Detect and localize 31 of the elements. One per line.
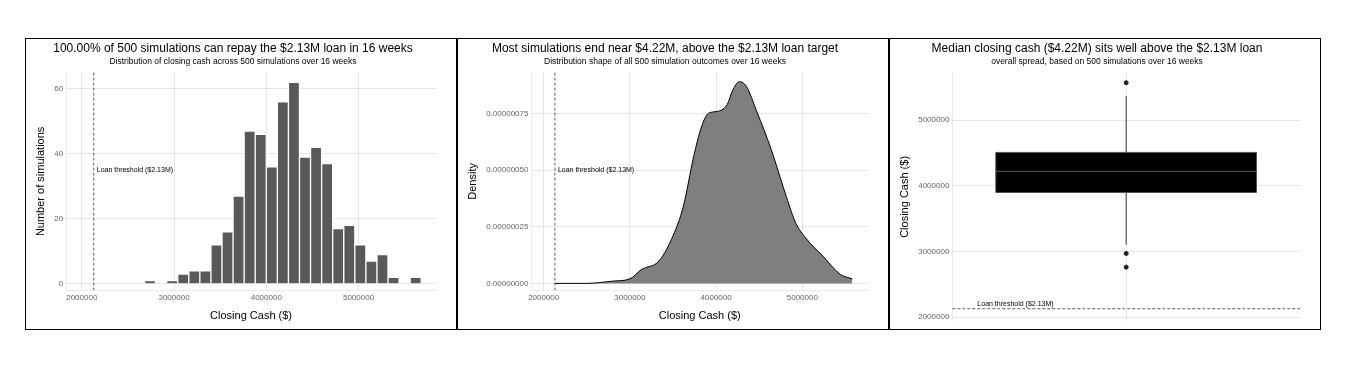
y-axis-title: Number of simulations bbox=[33, 126, 46, 237]
y-tick-label: 0.00000025 bbox=[486, 221, 530, 231]
chart-subtitle: overall spread, based on 500 simulations over 16 weeks bbox=[991, 55, 1203, 66]
x-tick-label: 4000000 bbox=[250, 293, 283, 303]
x-tick-label: 2000000 bbox=[528, 293, 560, 303]
x-axis-title: Closing Cash ($) bbox=[210, 309, 293, 322]
y-tick-label: 2000000 bbox=[918, 312, 950, 322]
x-tick-label: 5000000 bbox=[342, 293, 375, 303]
y-tick-label: 40 bbox=[54, 149, 64, 158]
chart-title: Most simulations end near $4.22M, above the $2.13M loan target bbox=[491, 40, 839, 55]
chart-subtitle: Distribution of closing cash across 500 simulations over 16 weeks bbox=[109, 55, 357, 66]
y-axis-title: Closing Cash ($) bbox=[897, 155, 910, 238]
y-tick-label: 0.00000000 bbox=[486, 278, 530, 288]
y-tick-label: 0.00000075 bbox=[486, 108, 530, 118]
chart-title: Median closing cash ($4.22M) sits well above the $2.13M loan bbox=[931, 40, 1263, 55]
y-tick-label: 4000000 bbox=[918, 181, 950, 191]
x-tick-label: 4000000 bbox=[700, 293, 733, 303]
x-tick-label: 2000000 bbox=[66, 293, 98, 303]
y-tick-label: 20 bbox=[54, 213, 64, 223]
y-tick-label: 0.00000050 bbox=[486, 165, 530, 175]
y-tick-label: 5000000 bbox=[918, 115, 950, 125]
y-tick-label: 60 bbox=[54, 84, 64, 94]
chart-subtitle: Distribution shape of all 500 simulation outcomes over 16 weeks bbox=[544, 55, 786, 66]
x-axis-title: Closing Cash ($) bbox=[658, 309, 741, 322]
y-tick-label: 0 bbox=[58, 278, 64, 288]
x-tick-label: 3000000 bbox=[614, 293, 647, 303]
y-tick-label: 3000000 bbox=[918, 246, 950, 256]
x-tick-label: 3000000 bbox=[158, 293, 191, 303]
x-tick-label: 5000000 bbox=[786, 293, 819, 303]
chart-title: 100.00% of 500 simulations can repay the $2.13M loan in 16 weeks bbox=[53, 40, 413, 55]
y-axis-title: Density bbox=[465, 162, 478, 200]
